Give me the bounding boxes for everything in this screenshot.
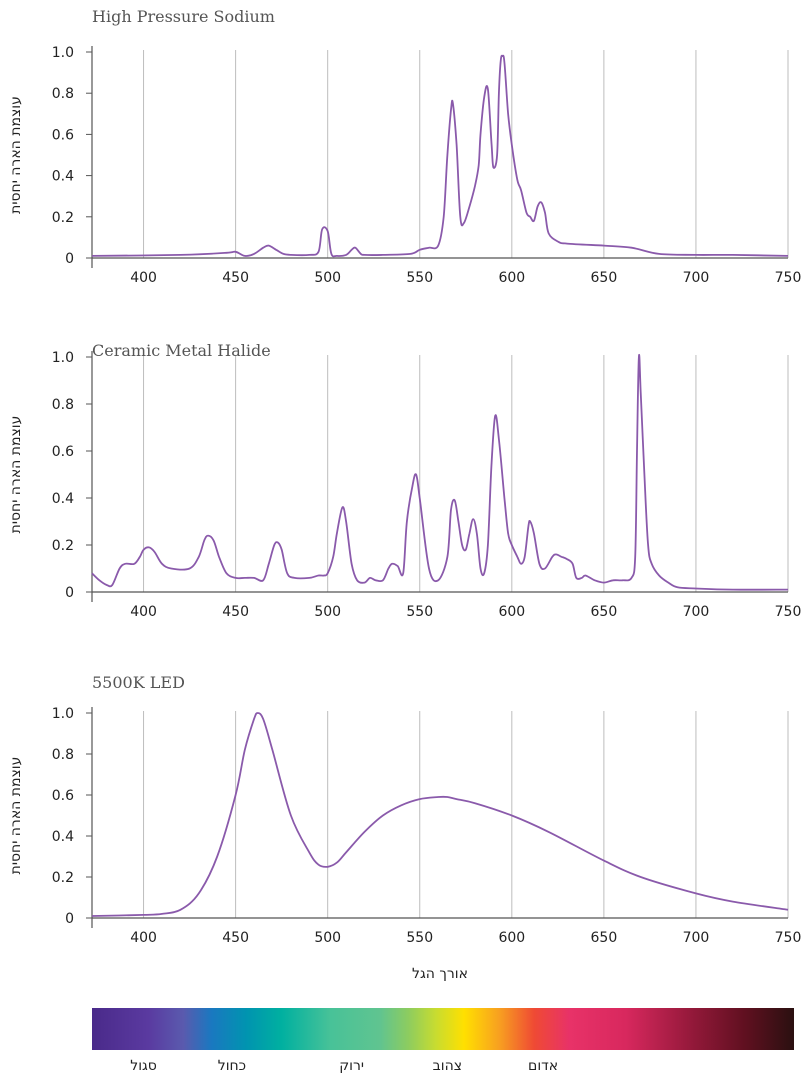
y-tick-label: 1.0	[52, 45, 74, 61]
spectrum-color-label: ירוק	[339, 1058, 364, 1074]
spectrum-color-label: אדום	[528, 1058, 558, 1074]
series-line	[91, 712, 789, 917]
y-tick-label: 0.2	[52, 870, 74, 886]
x-tick-label: 750	[775, 270, 802, 286]
spectrum-color-label: כחול	[218, 1058, 246, 1074]
y-tick-label: 0.6	[52, 127, 74, 143]
x-tick-label: 500	[314, 604, 341, 620]
x-tick-label: 400	[130, 270, 157, 286]
x-tick-label: 550	[406, 604, 433, 620]
y-tick-label: 1.0	[52, 350, 74, 366]
x-tick-label: 750	[775, 930, 802, 946]
y-tick-label: 0.4	[52, 491, 74, 507]
x-tick-label: 450	[222, 930, 249, 946]
y-tick-label: 0	[65, 251, 74, 267]
x-tick-label: 650	[591, 930, 618, 946]
y-tick-label: 0.2	[52, 538, 74, 554]
y-tick-label: 0.6	[52, 444, 74, 460]
x-tick-label: 750	[775, 604, 802, 620]
x-tick-label: 400	[130, 604, 157, 620]
y-axis-label: עוצמת הארה יחסית	[8, 757, 24, 875]
chart-title: Ceramic Metal Halide	[92, 341, 271, 360]
x-tick-label: 400	[130, 930, 157, 946]
x-tick-label: 550	[406, 930, 433, 946]
chart-panel-1: 400 450 500 550 600 650 700 750 0 0.2 0.4 0.6 0.8 1.0…	[8, 7, 801, 286]
y-tick-label: 0.6	[52, 788, 74, 804]
x-tick-label: 500	[314, 930, 341, 946]
x-tick-label: 700	[683, 930, 710, 946]
y-tick-label: 0.8	[52, 747, 74, 763]
chart-panel-2: 400 450 500 550 600 650 700 750 0 0.2 0.4 0.6 0.8 1.0…	[8, 341, 801, 620]
y-tick-label: 0.8	[52, 397, 74, 413]
x-tick-label: 450	[222, 604, 249, 620]
x-tick-label: 500	[314, 270, 341, 286]
y-axis-label: עוצמת הארה יחסית	[8, 96, 24, 214]
x-tick-label: 600	[498, 270, 525, 286]
x-tick-label: 650	[591, 270, 618, 286]
y-tick-label: 0	[65, 585, 74, 601]
x-tick-label: 700	[683, 270, 710, 286]
y-tick-label: 0.4	[52, 169, 74, 185]
x-tick-label: 450	[222, 270, 249, 286]
y-tick-label: 1.0	[52, 706, 74, 722]
x-tick-label: 600	[498, 604, 525, 620]
series-line	[91, 353, 789, 591]
y-tick-label: 0.4	[52, 829, 74, 845]
y-tick-label: 0	[65, 911, 74, 927]
y-tick-label: 0.2	[52, 210, 74, 226]
y-tick-label: 0.8	[52, 86, 74, 102]
x-tick-label: 650	[591, 604, 618, 620]
x-tick-label: 600	[498, 930, 525, 946]
spectrum-color-label: צהוב	[433, 1058, 462, 1074]
chart-title: High Pressure Sodium	[92, 7, 275, 26]
visible-spectrum-bar	[92, 1008, 794, 1050]
series-line	[91, 54, 789, 258]
x-tick-label: 550	[406, 270, 433, 286]
x-axis-label: אורך הגל	[412, 966, 468, 982]
chart-panel-3: 400 450 500 550 600 650 700 750 0 0.2 0.4 0.6 0.8 1.0…	[8, 673, 801, 982]
x-tick-label: 700	[683, 604, 710, 620]
y-axis-label: עוצמת הארה יחסית	[8, 416, 24, 534]
chart-title: 5500K LED	[92, 673, 185, 692]
spectrum-color-label: סגול	[130, 1058, 157, 1074]
